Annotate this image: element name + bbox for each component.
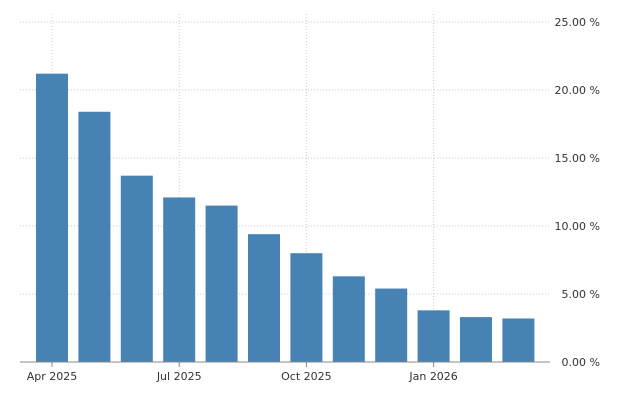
bar (460, 317, 492, 362)
bar (120, 175, 153, 362)
x-tick-label: Apr 2025 (27, 370, 78, 383)
bar (375, 288, 408, 362)
bar (332, 276, 365, 362)
bar (36, 73, 68, 363)
bars (36, 73, 535, 363)
bar (290, 253, 323, 362)
x-tick-label: Jul 2025 (156, 370, 202, 383)
y-tick-label: 25.00 % (555, 16, 600, 29)
y-tick-label: 0.00 % (562, 356, 600, 369)
bar (163, 197, 196, 362)
grid-lines (20, 14, 550, 362)
x-axis: Apr 2025 Jul 2025 Oct 2025 Jan 2026 (20, 361, 550, 383)
y-axis: 0.00 % 5.00 % 10.00 % 15.00 % 20.00 % 25.00 % (555, 16, 600, 369)
y-tick-label: 5.00 % (562, 288, 600, 301)
bar (502, 318, 535, 362)
bar (205, 205, 238, 362)
bar (417, 310, 450, 362)
bar (248, 234, 280, 362)
bar (78, 111, 111, 362)
y-tick-label: 10.00 % (555, 220, 600, 233)
y-tick-label: 20.00 % (555, 84, 600, 97)
x-tick-label: Jan 2026 (408, 370, 457, 383)
x-tick-label: Oct 2025 (281, 370, 332, 383)
y-tick-label: 15.00 % (555, 152, 600, 165)
